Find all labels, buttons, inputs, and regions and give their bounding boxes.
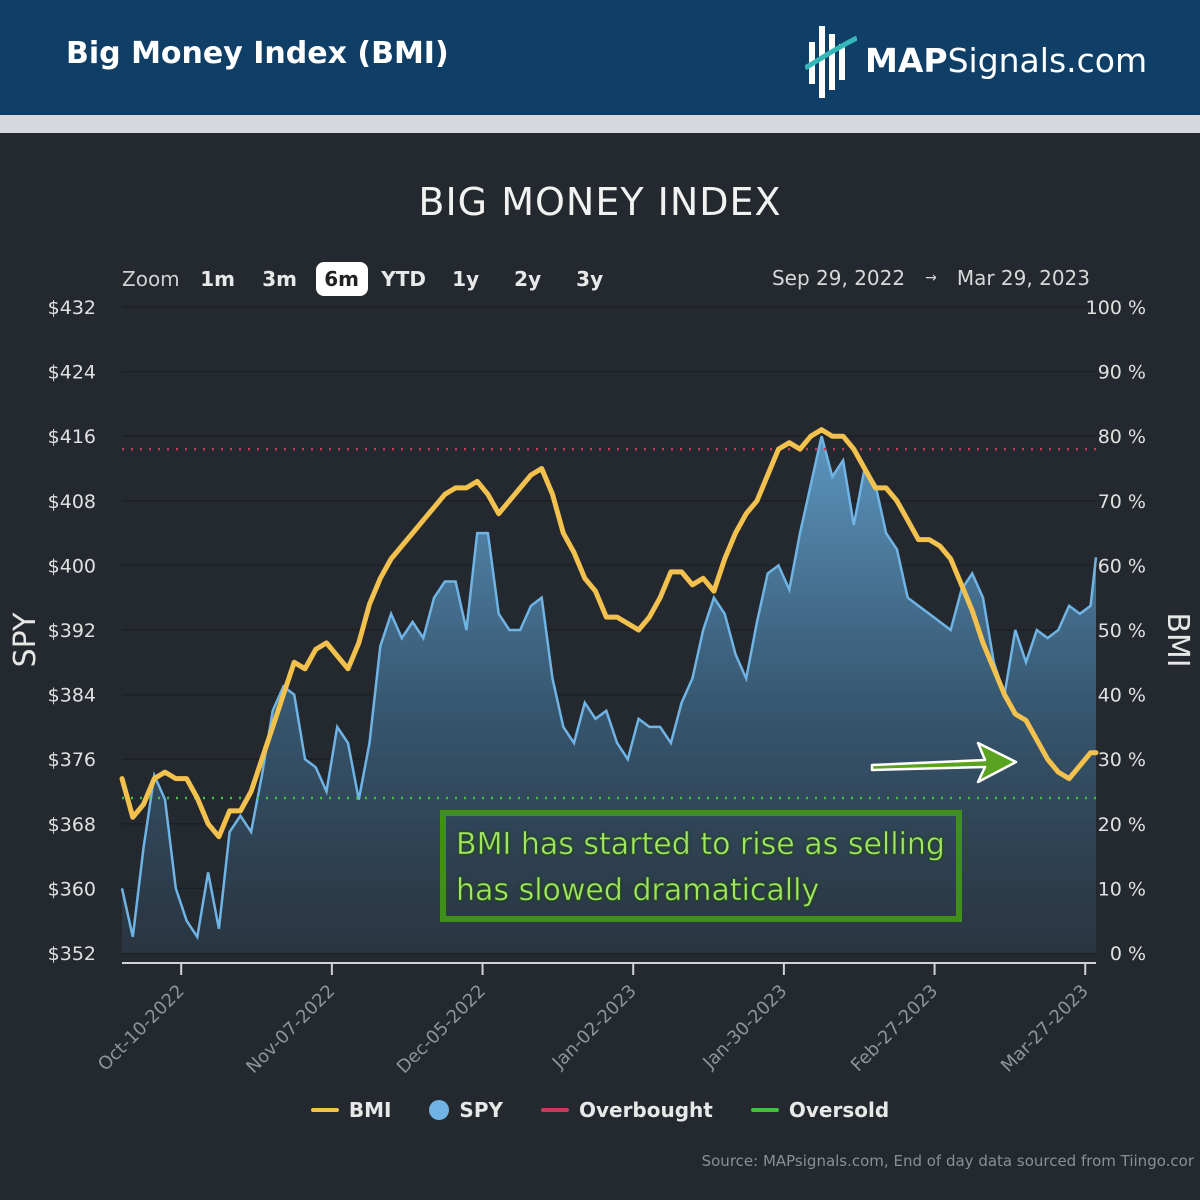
y-tick-left: $424	[48, 362, 96, 384]
zoom-1m-button[interactable]: 1m	[200, 267, 236, 291]
y-tick-left: $368	[48, 814, 96, 836]
x-tick-label: Jan-30-2023	[698, 981, 791, 1074]
x-tick-label: Jan-02-2023	[548, 981, 641, 1074]
y-tick-right: 90 %	[1098, 362, 1146, 384]
y-tick-right: 50 %	[1098, 620, 1146, 642]
y-tick-right: 20 %	[1098, 814, 1146, 836]
x-tick-label: Dec-05-2022	[393, 981, 490, 1078]
legend-spy-label: SPY	[459, 1098, 503, 1122]
legend-item-bmi[interactable]: BMI	[310, 1098, 392, 1122]
legend-bmi-label: BMI	[348, 1098, 392, 1122]
zoom-1y-button[interactable]: 1y	[452, 267, 480, 291]
chart-panel	[0, 133, 1200, 1200]
brand-logo: MAPSignals.com	[805, 20, 1147, 100]
mapsignals-logo-icon	[805, 26, 857, 98]
annotation-arrow-icon	[870, 741, 1018, 784]
legend-oversold-swatch	[750, 1108, 779, 1112]
legend-bmi-swatch	[310, 1108, 339, 1112]
x-tick-label: Nov-07-2022	[242, 981, 339, 1078]
annotation-line-2: has slowed dramatically	[456, 873, 820, 909]
legend-overbought-swatch	[540, 1108, 569, 1112]
y-tick-right: 0 %	[1110, 943, 1146, 965]
y-tick-left: $352	[48, 943, 96, 965]
y-tick-left: $432	[48, 297, 96, 319]
y-axis-label-left: SPY	[8, 612, 43, 667]
header-bar: Big Money Index (BMI) MAPSignals.com	[0, 0, 1200, 115]
y-tick-left: $384	[48, 685, 96, 707]
bmi-line	[119, 427, 1099, 840]
y-tick-right: 10 %	[1098, 878, 1146, 900]
y-tick-left: $416	[48, 426, 96, 448]
y-tick-right: 100 %	[1086, 297, 1146, 319]
zoom-3m-button[interactable]: 3m	[262, 267, 298, 291]
page-title: Big Money Index (BMI)	[66, 36, 449, 71]
annotation-text: BMI has started to rise as selling has s…	[456, 822, 956, 914]
y-tick-left: $360	[48, 878, 96, 900]
y-tick-left: $408	[48, 491, 96, 513]
y-tick-left: $392	[48, 620, 96, 642]
y-tick-right: 70 %	[1098, 491, 1146, 513]
legend-item-oversold[interactable]: Oversold	[750, 1098, 890, 1122]
legend-item-overbought[interactable]: Overbought	[540, 1098, 713, 1122]
zoom-6m-button[interactable]: 6m	[315, 262, 368, 296]
x-tick-label: Oct-10-2022	[94, 981, 189, 1076]
x-tick-label: Mar-27-2023	[997, 981, 1093, 1077]
y-axis-label-right: BMI	[1160, 612, 1195, 667]
spy-area	[122, 436, 1096, 953]
zoom-2y-button[interactable]: 2y	[514, 267, 542, 291]
y-tick-left: $376	[48, 749, 96, 771]
legend-oversold-label: Oversold	[788, 1098, 890, 1122]
source-note: Source: MAPsignals.com, End of day data …	[701, 1152, 1194, 1170]
y-tick-right: 40 %	[1098, 685, 1146, 707]
x-tick-label: Feb-27-2023	[847, 981, 942, 1076]
y-tick-left: $400	[48, 555, 96, 577]
zoom-ytd-button[interactable]: YTD	[381, 267, 427, 291]
chart-title: BIG MONEY INDEX	[418, 180, 782, 224]
chart-legend: BMI SPY Overbought Oversold	[0, 1098, 1200, 1122]
date-range: Sep 29, 2022 → Mar 29, 2023	[772, 266, 1090, 290]
legend-spy-swatch	[429, 1100, 450, 1120]
legend-overbought-label: Overbought	[578, 1098, 713, 1122]
annotation-box	[440, 810, 962, 922]
divider	[0, 115, 1200, 133]
y-tick-right: 30 %	[1098, 749, 1146, 771]
legend-item-spy[interactable]: SPY	[429, 1098, 503, 1122]
annotation-line-1: BMI has started to rise as selling	[456, 827, 946, 863]
brand-name: MAPSignals.com	[865, 40, 1148, 80]
zoom-3y-button[interactable]: 3y	[576, 267, 604, 291]
range-from[interactable]: Sep 29, 2022	[771, 266, 906, 290]
y-tick-right: 80 %	[1098, 426, 1146, 448]
range-to[interactable]: Mar 29, 2023	[956, 266, 1090, 290]
zoom-label: Zoom	[122, 267, 180, 291]
y-tick-right: 60 %	[1098, 555, 1146, 577]
zoom-selector: Zoom 1m 3m 6m YTD 1y 2y 3y	[122, 262, 626, 296]
range-arrow-icon: →	[925, 270, 937, 286]
